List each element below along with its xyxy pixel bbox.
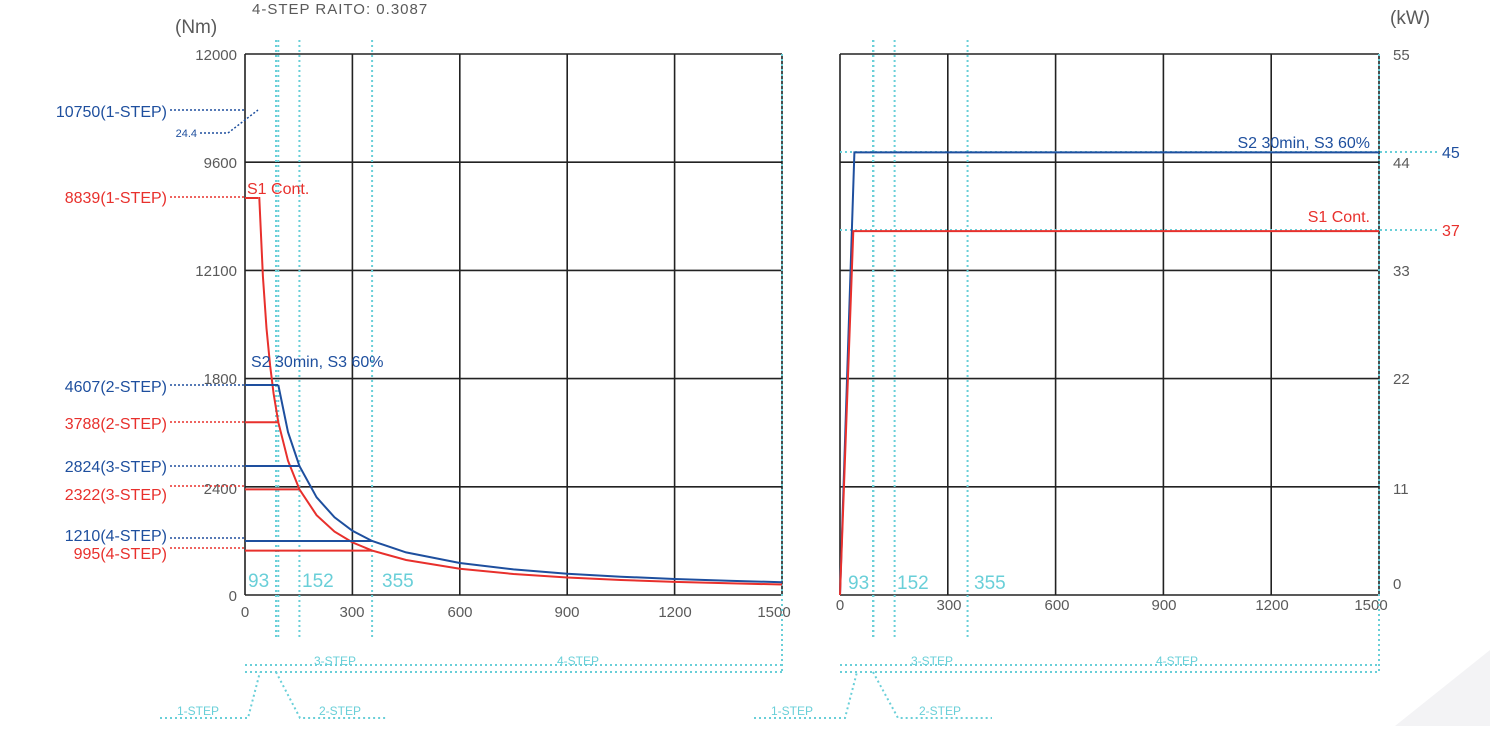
small-note: 24.4 — [176, 128, 197, 140]
torque-x-tick: 1500 — [757, 604, 790, 621]
torque-step-labels: 1-STEP 2-STEP 3-STEP 4-STEP — [177, 654, 599, 718]
torque-curve — [258, 197, 783, 586]
step-label: 4-STEP — [1156, 654, 1198, 668]
step-label: 2-STEP — [919, 704, 961, 718]
annotation-label: 995(4-STEP) — [74, 546, 167, 563]
power-step-labels: 1-STEP 2-STEP 3-STEP 4-STEP — [771, 654, 1198, 718]
torque-series — [245, 197, 783, 586]
series-label: S2 30min, S3 60% — [251, 354, 384, 371]
step-bracket — [754, 671, 858, 719]
torque-unit-label: (Nm) — [175, 17, 217, 38]
power-x-ticks: 0 300 600 900 1200 1500 — [836, 597, 1388, 614]
power-series — [839, 151, 1379, 596]
series-label: S1 Cont. — [1308, 209, 1370, 226]
torque-speed-markers: 93 152 355 — [248, 571, 414, 592]
step-label: 1-STEP — [177, 704, 219, 718]
torque-y-tick: 0 — [229, 588, 237, 605]
speed-marker: 355 — [382, 571, 414, 592]
torque-x-tick: 600 — [447, 604, 472, 621]
annotation-label: 37 — [1442, 223, 1460, 240]
speed-marker: 355 — [974, 573, 1006, 594]
torque-y-tick: 1800 — [204, 371, 237, 388]
torque-grid — [244, 53, 783, 596]
power-x-tick: 1500 — [1354, 597, 1387, 614]
annotation-label: 3788(2-STEP) — [65, 416, 167, 433]
speed-guides — [275, 40, 1380, 672]
torque-x-tick: 0 — [241, 604, 249, 621]
power-unit-label: (kW) — [1390, 8, 1430, 29]
power-y-tick: 44 — [1393, 155, 1410, 172]
power-curve — [839, 151, 1379, 596]
torque-x-tick: 300 — [339, 604, 364, 621]
power-y-tick: 11 — [1393, 481, 1409, 498]
power-curve — [839, 230, 1379, 596]
power-speed-markers: 93 152 355 — [848, 573, 1006, 594]
torque-y-tick: 12100 — [195, 263, 237, 280]
step-label: 3-STEP — [911, 654, 953, 668]
speed-marker: 152 — [897, 573, 929, 594]
step-bracket — [275, 671, 388, 719]
power-x-tick: 900 — [1151, 597, 1176, 614]
corner-decoration — [1395, 650, 1490, 726]
torque-left-annotations: 10750(1-STEP) 8839(1-STEP) 4607(2-STEP) … — [56, 104, 167, 563]
step-label: 4-STEP — [557, 654, 599, 668]
annotation-label: 4607(2-STEP) — [65, 379, 167, 396]
power-y-ticks: 55 44 33 22 11 0 — [1393, 47, 1410, 593]
torque-y-tick: 12000 — [195, 47, 237, 64]
power-x-tick: 1200 — [1255, 597, 1288, 614]
series-label: S1 Cont. — [247, 181, 309, 198]
step-brackets — [160, 664, 1379, 719]
torque-x-tick: 900 — [554, 604, 579, 621]
leader-line — [227, 109, 259, 134]
step-label: 3-STEP — [314, 654, 356, 668]
annotation-label: 8839(1-STEP) — [65, 190, 167, 207]
annotation-label: 10750(1-STEP) — [56, 104, 167, 121]
step-bracket — [872, 671, 992, 719]
power-y-tick: 0 — [1393, 576, 1401, 593]
torque-y-ticks: 12000 9600 12100 1800 2400 0 — [195, 47, 237, 605]
torque-x-tick: 1200 — [658, 604, 691, 621]
power-x-tick: 300 — [936, 597, 961, 614]
series-label: S2 30min, S3 60% — [1237, 135, 1370, 152]
annotation-label: 2322(3-STEP) — [65, 487, 167, 504]
annotation-label: 2824(3-STEP) — [65, 459, 167, 476]
power-y-tick: 55 — [1393, 47, 1410, 64]
annotation-label: 45 — [1442, 145, 1460, 162]
step-label: 2-STEP — [319, 704, 361, 718]
speed-marker: 152 — [302, 571, 334, 592]
torque-y-tick: 9600 — [204, 155, 237, 172]
speed-marker: 93 — [248, 571, 269, 592]
power-y-tick: 33 — [1393, 263, 1410, 280]
step-label: 1-STEP — [771, 704, 813, 718]
ratio-label: 4-STEP RAITO: 0.3087 — [252, 1, 428, 18]
annotation-label: 1210(4-STEP) — [65, 528, 167, 545]
power-right-annotations: 45 37 — [1442, 145, 1460, 240]
torque-x-ticks: 0 300 600 900 1200 1500 — [241, 604, 791, 621]
power-x-tick: 0 — [836, 597, 844, 614]
power-y-tick: 22 — [1393, 371, 1410, 388]
torque-curve — [277, 384, 783, 584]
speed-marker: 93 — [848, 573, 869, 594]
power-grid — [839, 53, 1380, 596]
annotation-leaders — [170, 109, 1437, 549]
power-x-tick: 600 — [1044, 597, 1069, 614]
torque-y-tick: 2400 — [204, 481, 237, 498]
